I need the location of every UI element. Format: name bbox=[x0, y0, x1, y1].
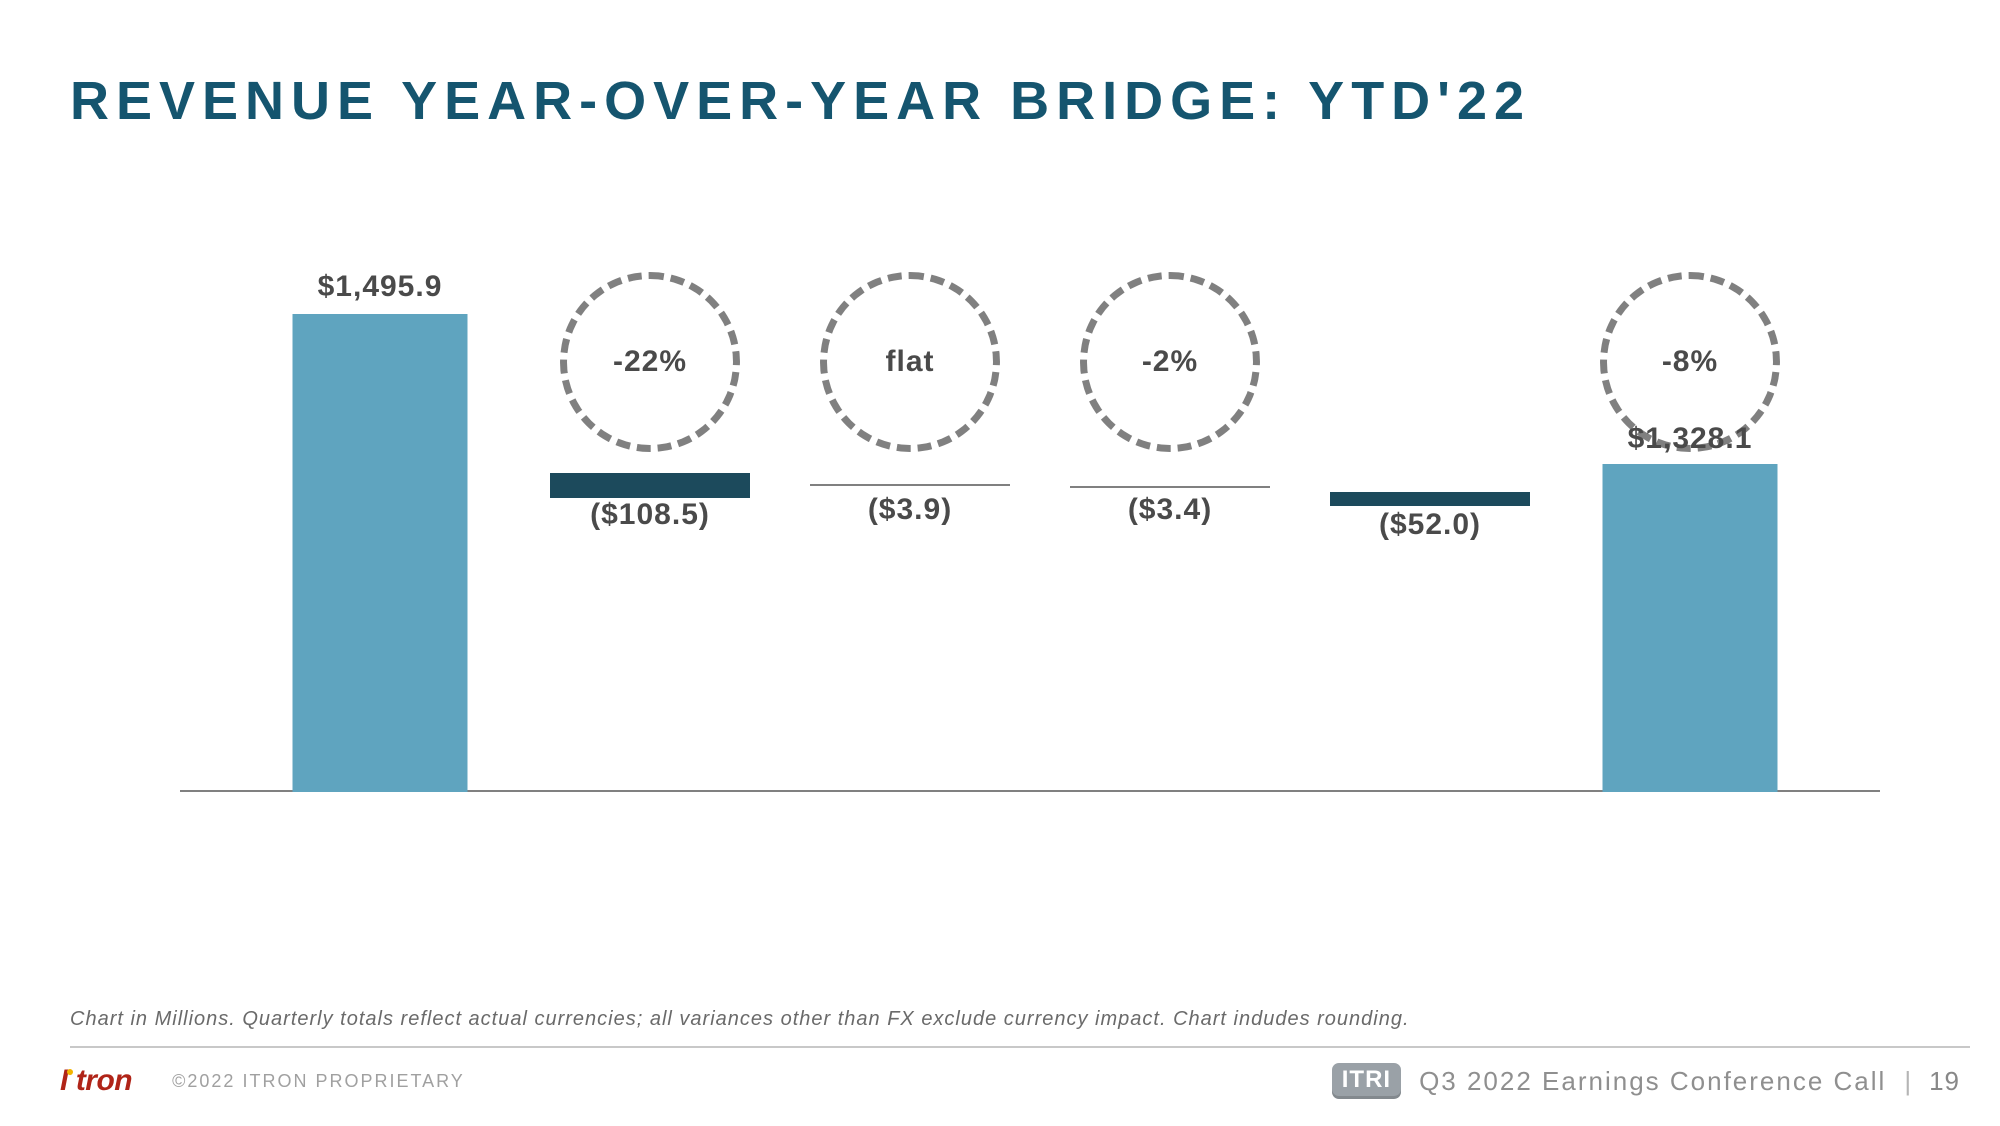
bar-ytd2021 bbox=[293, 314, 468, 792]
conference-label: Q3 2022 Earnings Conference Call bbox=[1419, 1066, 1886, 1097]
bar-networked bbox=[810, 484, 1010, 486]
page-number: 19 bbox=[1929, 1066, 1960, 1097]
value-fx: ($52.0) bbox=[1300, 508, 1560, 542]
pct-circle-outcomes: -2% bbox=[1080, 272, 1260, 452]
ticker-badge: ITRI bbox=[1332, 1063, 1401, 1099]
pct-networked: flat bbox=[886, 345, 935, 379]
waterfall-chart: $1,495.9 YTD 2021 -22% ($108.5) Device S… bbox=[120, 232, 1880, 882]
footer-divider bbox=[70, 1046, 1970, 1048]
value-ytd2021: $1,495.9 bbox=[250, 270, 510, 304]
itron-logo: I●tron bbox=[60, 1064, 132, 1098]
pct-device: -22% bbox=[613, 345, 687, 379]
value-device: ($108.5) bbox=[520, 498, 780, 532]
value-networked: ($3.9) bbox=[780, 493, 1040, 527]
copyright-text: ©2022 ITRON PROPRIETARY bbox=[172, 1071, 465, 1092]
slide-title: REVENUE YEAR-OVER-YEAR BRIDGE: YTD'22 bbox=[70, 70, 1930, 132]
page-separator: | bbox=[1904, 1066, 1911, 1097]
pct-ytd2022: -8% bbox=[1662, 345, 1718, 379]
value-outcomes: ($3.4) bbox=[1040, 493, 1300, 527]
pct-circle-device: -22% bbox=[560, 272, 740, 452]
slide-footer: I●tron ©2022 ITRON PROPRIETARY ITRI Q3 2… bbox=[60, 1061, 1960, 1101]
value-ytd2022: $1,328.1 bbox=[1560, 422, 1820, 456]
slide: REVENUE YEAR-OVER-YEAR BRIDGE: YTD'22 $1… bbox=[0, 0, 2000, 1126]
chart-footnote: Chart in Millions. Quarterly totals refl… bbox=[70, 1008, 1410, 1031]
pct-circle-networked: flat bbox=[820, 272, 1000, 452]
bar-device bbox=[550, 473, 750, 498]
pct-outcomes: -2% bbox=[1142, 345, 1198, 379]
footer-right: ITRI Q3 2022 Earnings Conference Call | … bbox=[1332, 1063, 1960, 1099]
bar-outcomes bbox=[1070, 486, 1270, 488]
bar-ytd2022 bbox=[1603, 464, 1778, 792]
bar-fx bbox=[1330, 492, 1530, 506]
